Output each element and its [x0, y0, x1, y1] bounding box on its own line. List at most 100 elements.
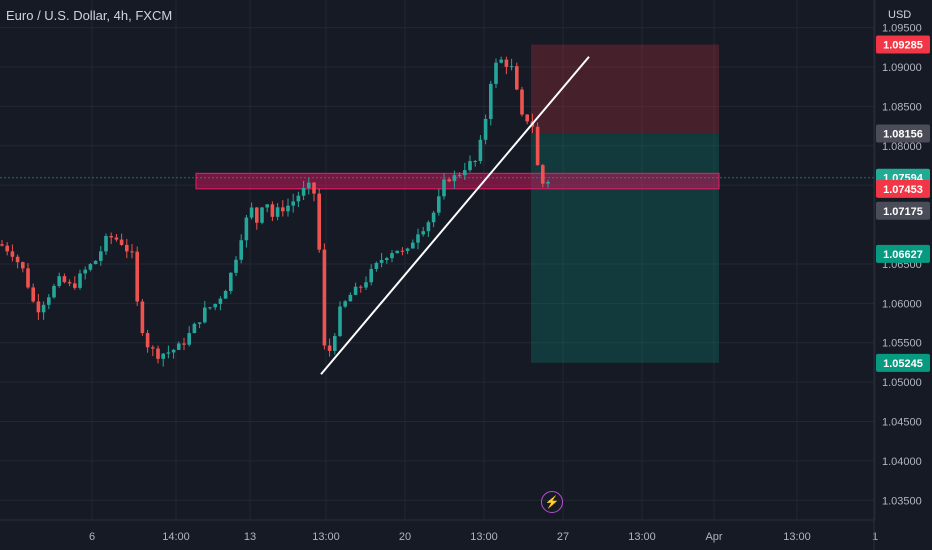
- price-badge: [876, 179, 930, 198]
- candle-body: [416, 234, 420, 243]
- time-tick-label: 13:00: [470, 531, 498, 543]
- candle-body: [83, 269, 87, 274]
- price-badge: [876, 353, 930, 372]
- lightning-icon[interactable]: ⚡: [541, 491, 563, 513]
- time-tick-label: 27: [557, 531, 569, 543]
- candle-body: [509, 66, 514, 68]
- price-badge-label: 1.06627: [883, 249, 923, 261]
- candle-body: [47, 297, 51, 305]
- candle-body: [21, 262, 25, 269]
- candle-body: [0, 244, 4, 246]
- candle-body: [119, 239, 124, 245]
- candle-body: [99, 251, 103, 261]
- time-tick-label: 13:00: [312, 531, 340, 543]
- candle-body: [457, 175, 462, 177]
- price-tick-label: 1.04500: [882, 417, 922, 429]
- candle-body: [57, 276, 61, 286]
- candle-body: [437, 196, 441, 213]
- candle-body: [327, 345, 332, 351]
- candle-body: [390, 253, 394, 259]
- candle-body: [93, 260, 98, 265]
- time-tick-label: 13:00: [628, 531, 656, 543]
- candle-body: [218, 298, 223, 304]
- candle-body: [348, 294, 353, 302]
- candle-body: [478, 139, 483, 162]
- candle-body: [426, 222, 431, 232]
- candle-body: [249, 207, 254, 218]
- candle-body: [135, 251, 139, 302]
- candle-body: [104, 235, 108, 252]
- price-badge: [876, 35, 930, 54]
- candle-body: [301, 187, 306, 196]
- candle-body: [36, 301, 41, 313]
- candle-body: [265, 204, 269, 208]
- candle-body: [182, 343, 186, 345]
- candle-body: [197, 322, 202, 324]
- price-badge: [876, 244, 930, 263]
- price-tick-label: 1.08000: [882, 141, 922, 153]
- candle-body: [546, 181, 550, 184]
- candle-body: [203, 307, 207, 323]
- candle-body: [15, 256, 20, 263]
- stop-loss-zone: [531, 44, 719, 134]
- candle-body: [364, 282, 368, 288]
- candle-body: [177, 343, 181, 350]
- overlay-layer: [0, 56, 874, 375]
- candle-body: [223, 291, 228, 299]
- candle-body: [244, 217, 249, 241]
- candle-body: [109, 235, 113, 238]
- candle-body: [166, 352, 171, 354]
- candle-body: [353, 286, 358, 295]
- candle-body: [234, 259, 238, 273]
- candle-body: [88, 264, 93, 270]
- supply-zone: [195, 172, 720, 190]
- candle-body: [520, 89, 524, 115]
- candle-body: [255, 207, 259, 223]
- candle-body: [145, 333, 150, 348]
- candle-body: [442, 179, 446, 197]
- candle-body: [140, 301, 145, 334]
- candle-body: [473, 161, 477, 163]
- candle-body: [431, 212, 436, 223]
- candle-body: [239, 240, 243, 260]
- candle-body: [229, 272, 233, 292]
- candle-body: [286, 205, 290, 212]
- candle-body: [151, 347, 155, 349]
- currency-label[interactable]: USD: [888, 9, 912, 21]
- symbol-title: Euro / U.S. Dollar, 4h, FXCM: [6, 8, 173, 23]
- candle-body: [67, 282, 72, 284]
- candle-body: [291, 201, 295, 206]
- price-badge: [876, 201, 930, 220]
- candle-body: [187, 333, 191, 345]
- candle-body: [452, 175, 457, 182]
- candle-body: [62, 276, 67, 283]
- candle-body: [213, 303, 217, 308]
- trendline: [320, 56, 590, 375]
- time-tick-label: 13:00: [783, 531, 811, 543]
- price-tick-label: 1.05000: [882, 377, 922, 389]
- price-tick-label: 1.06000: [882, 298, 922, 310]
- candle-body: [156, 348, 160, 359]
- price-tick-label: 1.09500: [882, 23, 922, 35]
- candle-body: [281, 207, 285, 212]
- candle-body: [192, 323, 197, 334]
- candle-body: [489, 83, 493, 119]
- time-tick-label: 13: [244, 531, 256, 543]
- candle-body: [333, 335, 337, 351]
- price-tick-label: 1.04000: [882, 456, 922, 468]
- candle-body: [31, 287, 35, 302]
- candle-body: [275, 207, 280, 217]
- time-tick-label: 1: [872, 531, 878, 543]
- candle-body: [359, 286, 363, 288]
- price-tick-label: 1.09000: [882, 62, 922, 74]
- candle-body: [317, 193, 321, 250]
- candle-body: [369, 269, 373, 283]
- candle-body: [499, 59, 503, 63]
- price-badge-label: 1.09285: [883, 40, 923, 52]
- price-badge: [876, 124, 930, 143]
- price-tick-label: 1.08500: [882, 101, 922, 113]
- time-tick-label: 20: [399, 531, 411, 543]
- zone-layer: [195, 44, 720, 363]
